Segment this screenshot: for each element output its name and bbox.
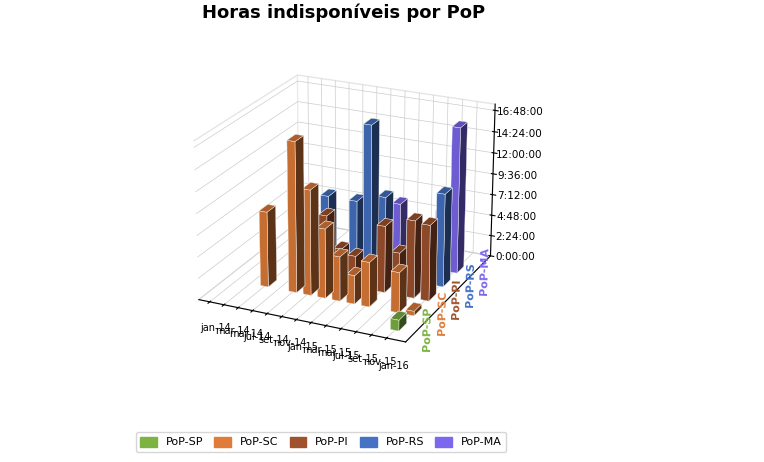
Title: Horas indisponíveis por PoP: Horas indisponíveis por PoP xyxy=(202,4,485,23)
Legend: PoP-SP, PoP-SC, PoP-PI, PoP-RS, PoP-MA: PoP-SP, PoP-SC, PoP-PI, PoP-RS, PoP-MA xyxy=(136,432,506,452)
